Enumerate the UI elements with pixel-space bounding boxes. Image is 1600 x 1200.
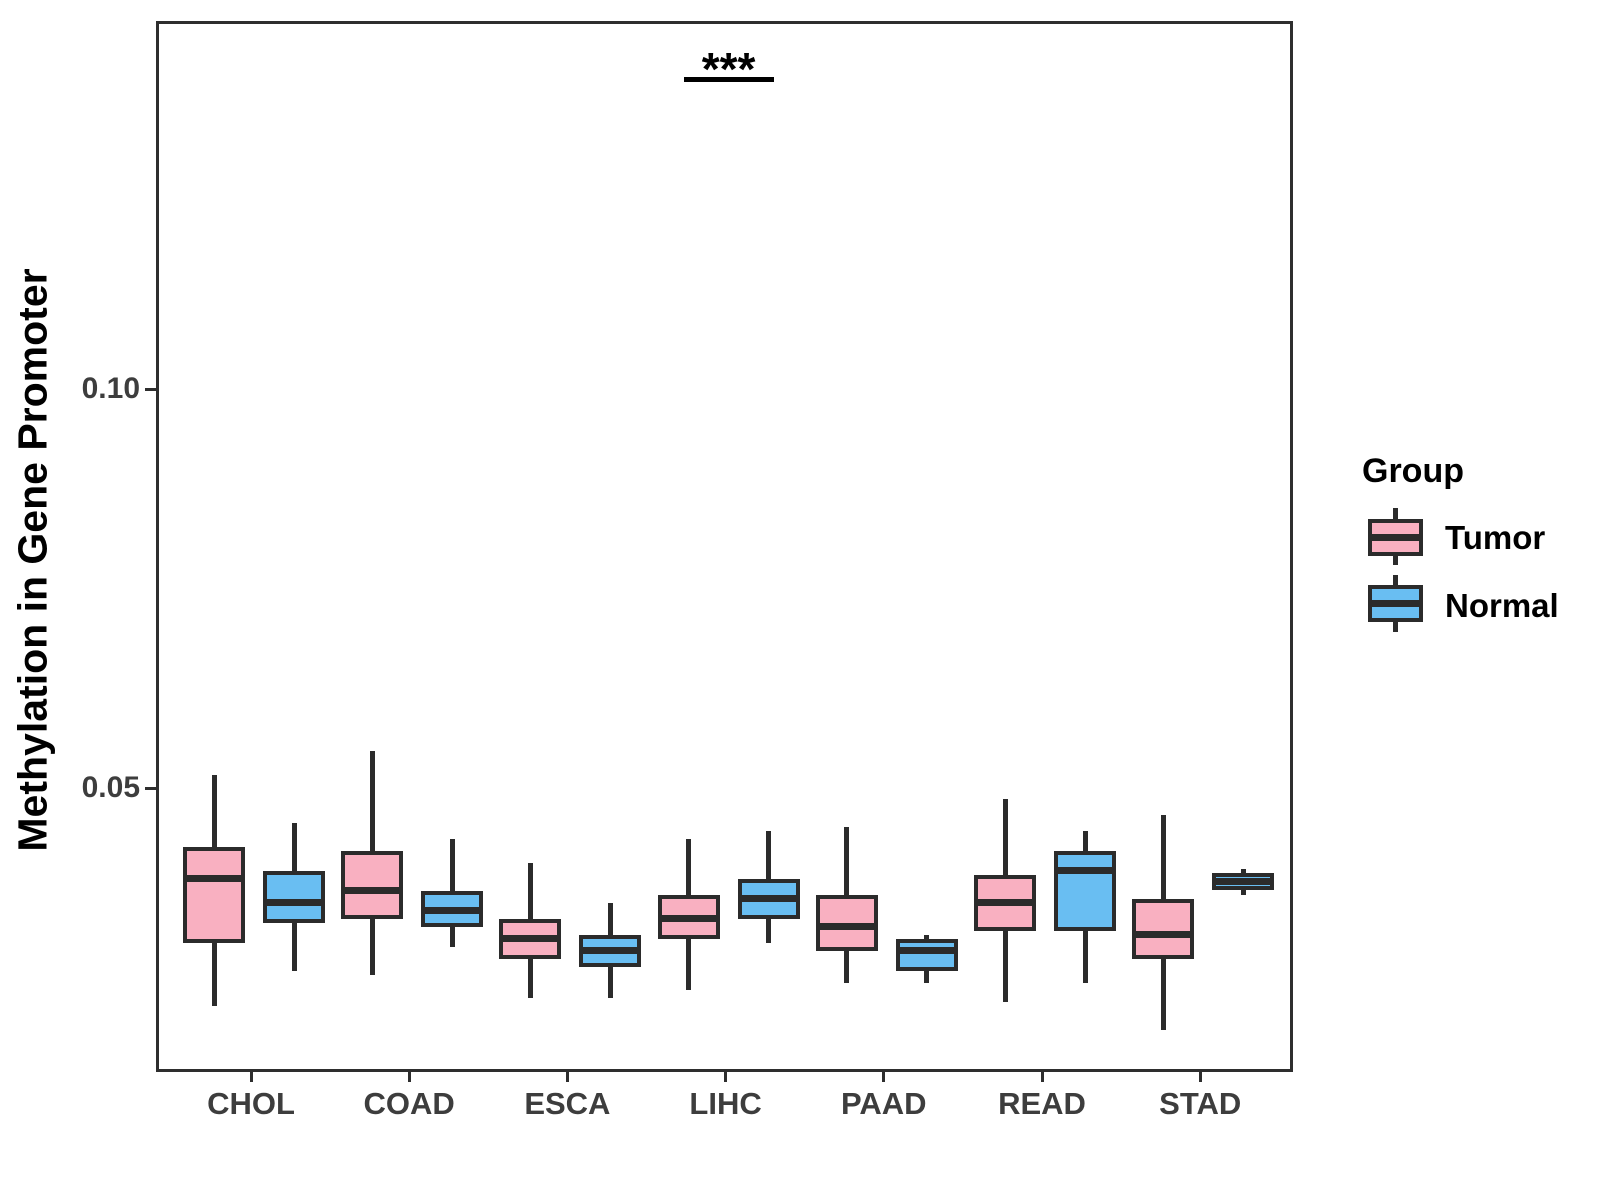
median-Normal-LIHC bbox=[739, 895, 798, 903]
x-tick-PAAD bbox=[882, 1072, 886, 1082]
median-Tumor-LIHC bbox=[659, 915, 718, 923]
x-tick-STAD bbox=[1198, 1072, 1202, 1082]
x-axis-label-READ: READ bbox=[998, 1086, 1086, 1121]
median-Tumor-READ bbox=[976, 899, 1034, 907]
legend-key-tumor-glyph bbox=[1368, 508, 1423, 565]
legend-whisker-bottom bbox=[1393, 556, 1398, 565]
median-Normal-PAAD bbox=[897, 947, 956, 955]
significance-stars: *** bbox=[701, 42, 756, 95]
legend-whisker-top bbox=[1393, 575, 1398, 585]
median-Tumor-ESCA bbox=[501, 935, 560, 943]
legend-label-tumor: Tumor bbox=[1445, 519, 1546, 556]
x-tick-COAD bbox=[407, 1072, 411, 1082]
median-Normal-COAD bbox=[423, 907, 482, 915]
plot-panel: *** bbox=[156, 21, 1293, 1072]
median-Normal-STAD bbox=[1214, 877, 1273, 885]
legend-label-normal: Normal bbox=[1445, 587, 1559, 624]
x-tick-LIHC bbox=[724, 1072, 728, 1082]
median-Normal-READ bbox=[1056, 867, 1114, 875]
box-Normal-CHOL bbox=[263, 870, 325, 923]
box-Normal-PAAD bbox=[895, 938, 958, 971]
box-Tumor-STAD bbox=[1132, 898, 1195, 959]
y-axis-label-0.10: 0.10 bbox=[81, 372, 140, 405]
box-Tumor-COAD bbox=[341, 850, 404, 919]
y-tick-0.10 bbox=[145, 387, 156, 391]
box-Tumor-PAAD bbox=[815, 894, 878, 951]
x-axis-label-COAD: COAD bbox=[363, 1086, 455, 1121]
median-Tumor-CHOL bbox=[185, 875, 243, 883]
x-axis-label-CHOL: CHOL bbox=[207, 1086, 295, 1121]
median-Normal-ESCA bbox=[581, 947, 640, 955]
median-Tumor-PAAD bbox=[817, 923, 876, 931]
x-axis-label-PAAD: PAAD bbox=[841, 1086, 927, 1121]
legend-whisker-bottom bbox=[1393, 622, 1398, 632]
significance-line bbox=[683, 76, 774, 82]
box-Normal-READ bbox=[1054, 850, 1116, 931]
x-axis-label-STAD: STAD bbox=[1159, 1086, 1242, 1121]
legend-whisker-top bbox=[1393, 508, 1398, 519]
y-axis-title: Methylation in Gene Promoter bbox=[9, 268, 56, 852]
median-Tumor-COAD bbox=[343, 887, 402, 895]
legend-key-normal-glyph bbox=[1368, 575, 1423, 632]
x-tick-READ bbox=[1040, 1072, 1044, 1082]
y-axis-label-0.05: 0.05 bbox=[81, 771, 140, 804]
x-tick-CHOL bbox=[249, 1072, 253, 1082]
box-Tumor-CHOL bbox=[183, 846, 245, 943]
x-axis-label-LIHC: LIHC bbox=[689, 1086, 762, 1121]
median-Normal-CHOL bbox=[265, 899, 323, 907]
x-axis-label-ESCA: ESCA bbox=[524, 1086, 611, 1121]
median-Tumor-STAD bbox=[1134, 931, 1193, 939]
x-tick-ESCA bbox=[565, 1072, 569, 1082]
legend-median-normal bbox=[1372, 600, 1419, 607]
y-tick-0.05 bbox=[145, 786, 156, 790]
legend-title: Group bbox=[1362, 452, 1464, 490]
legend-median-tumor bbox=[1372, 534, 1419, 541]
